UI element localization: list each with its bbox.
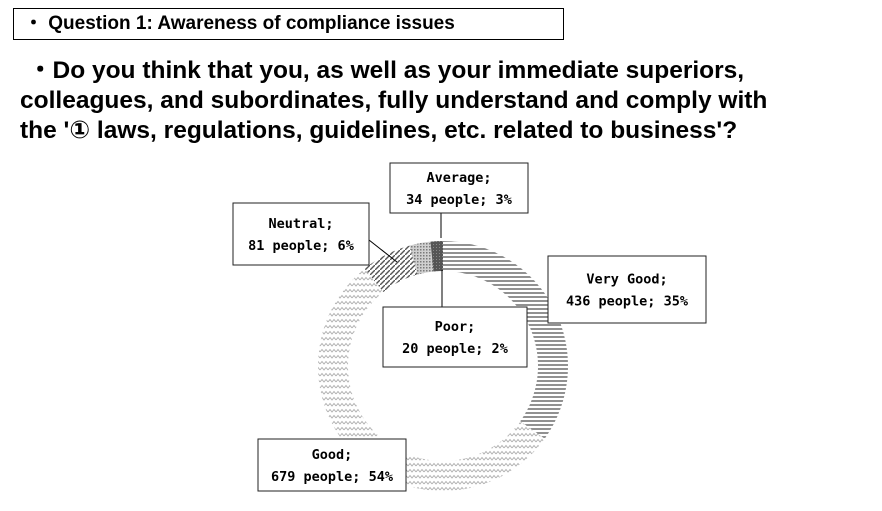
data-label-box-poor [382,306,528,368]
data-label-good-name: Good; [312,447,353,463]
leader-line-neutral [368,239,398,263]
data-label-neutral-name: Neutral; [268,216,333,232]
data-label-box-very-good [547,255,707,324]
question-line-2: colleagues, and subordinates, fully unde… [20,87,768,114]
donut-slice-good [318,268,545,491]
data-label-very-good-value: 436 people; 35% [566,294,689,310]
question-text: ・Do you think that you, as well as your … [20,56,870,146]
data-label-very-good-name: Very Good; [586,272,667,288]
question-tag: ・ Question 1: Awareness of compliance is… [13,8,564,40]
data-label-box-neutral [232,202,370,266]
donut-slice-average [409,241,434,275]
question-line-1: ・Do you think that you, as well as your … [28,57,745,84]
data-label-box-average [389,162,529,214]
donut-slice-very-good [443,241,569,439]
data-label-box-good [257,438,407,492]
donut-slice-neutral [364,245,418,293]
donut-slice-poor [430,241,443,272]
question-line-3: the '① laws, regulations, guidelines, et… [20,117,738,144]
data-label-good-value: 679 people; 54% [271,469,394,485]
data-label-neutral-value: 81 people; 6% [248,238,355,254]
data-label-average-value: 34 people; 3% [406,192,513,208]
data-label-average-name: Average; [426,170,491,186]
data-label-poor-name: Poor; [435,319,476,335]
data-label-poor-value: 20 people; 2% [402,341,509,357]
